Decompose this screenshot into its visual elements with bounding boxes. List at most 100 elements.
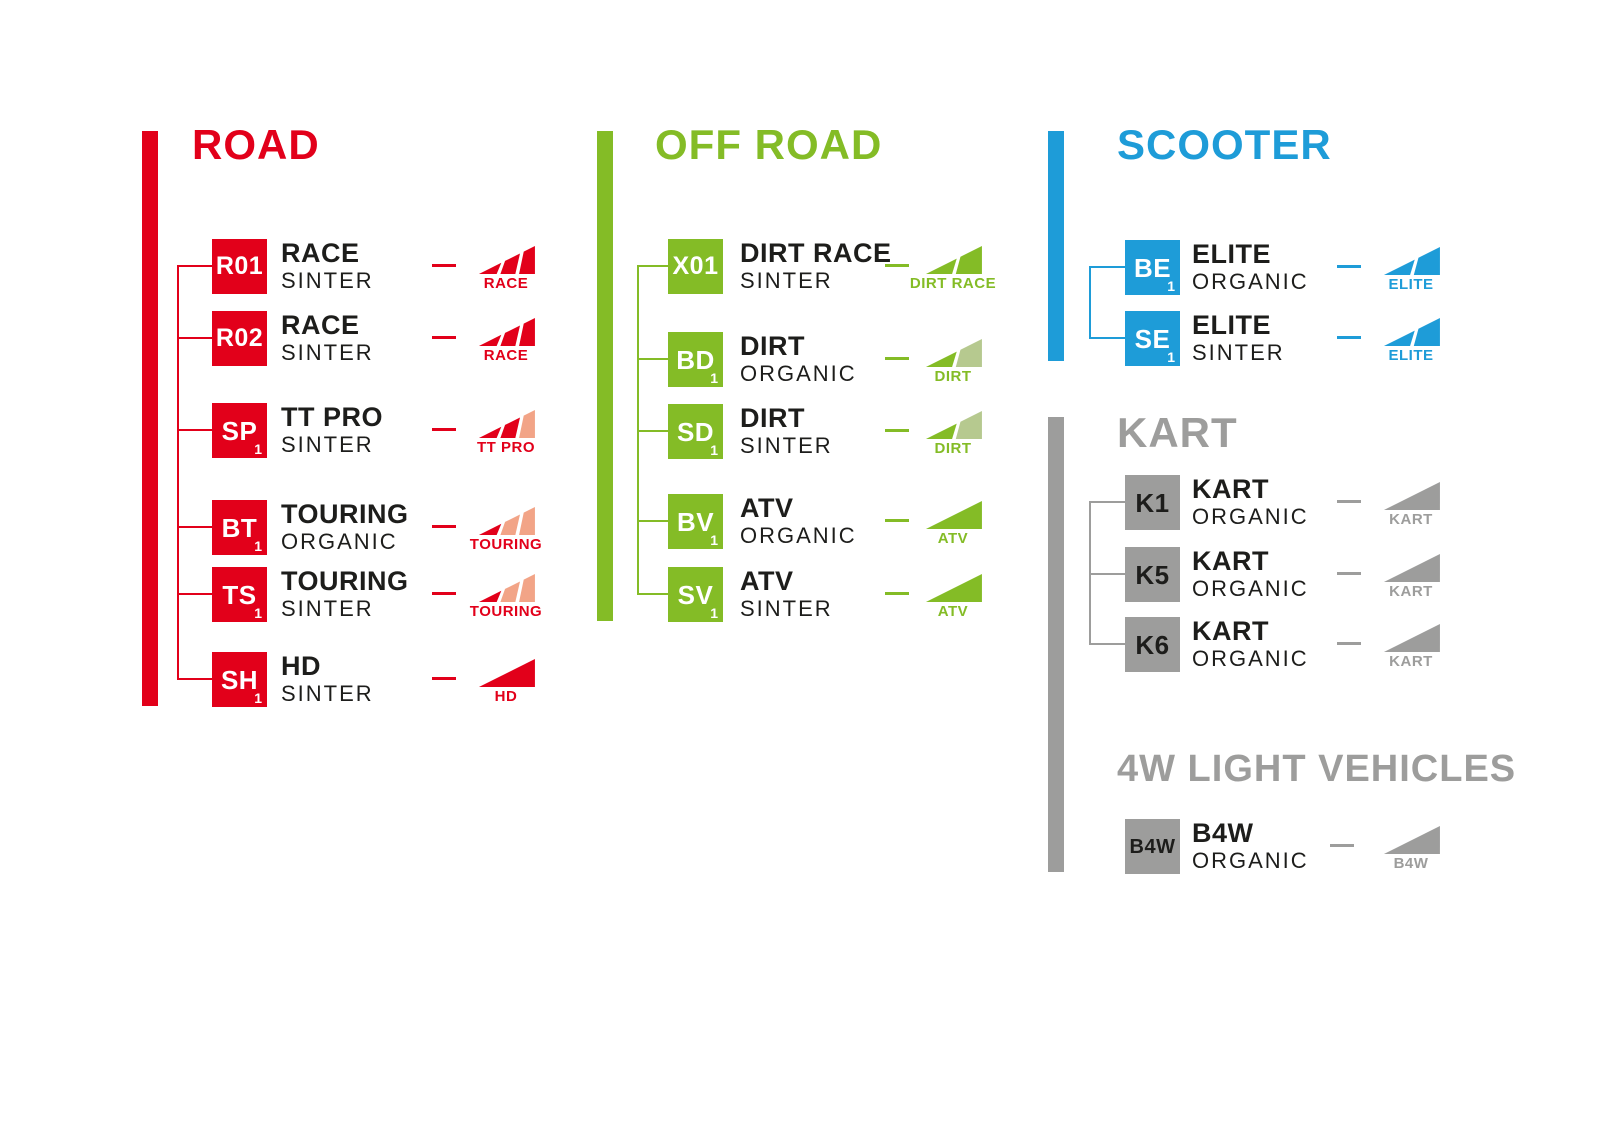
section-title-road: ROAD — [192, 121, 320, 168]
performance-meter-icon — [925, 339, 982, 367]
product-name: B4W — [1192, 817, 1254, 848]
product-code-box: BV 1 — [668, 494, 723, 549]
meter-segment — [925, 351, 957, 367]
tree-connector — [1089, 501, 1091, 645]
product-code-subscript: 1 — [710, 605, 718, 621]
row-dash-line — [1337, 265, 1361, 268]
row-dash-line — [1337, 500, 1361, 503]
product-code: B4W — [1129, 835, 1176, 858]
performance-meter-label: ATV — [937, 603, 969, 620]
product-code-subscript: 1 — [710, 532, 718, 548]
product-name-block: ELITE SINTER — [1192, 310, 1285, 365]
performance-meter-label: TOURING — [469, 603, 543, 620]
performance-meter-icon — [1383, 318, 1440, 346]
product-compound: ORGANIC — [1192, 847, 1309, 873]
performance-meter-label: TT PRO — [477, 439, 535, 456]
meter-segment — [500, 325, 520, 346]
tree-branch-line — [177, 337, 212, 339]
product-code-subscript: 1 — [710, 442, 718, 458]
tree-connector — [177, 265, 179, 680]
tree-branch-line — [177, 678, 212, 680]
tree-branch-line — [637, 265, 668, 267]
performance-meter-label: RACE — [483, 275, 529, 292]
meter-segment — [1413, 318, 1440, 346]
product-code: BT — [221, 512, 258, 543]
product-name: ATV — [740, 565, 794, 596]
meter-segment — [519, 410, 535, 438]
section-title-kart: KART — [1117, 409, 1238, 456]
performance-meter-label: DIRT — [934, 368, 972, 385]
tree-branch-line — [1089, 266, 1125, 268]
performance-meter-label: HD — [494, 688, 518, 705]
product-code: SD — [676, 416, 715, 447]
row-dash-line — [1337, 572, 1361, 575]
product-code: SV — [677, 579, 714, 610]
product-name-block: B4W ORGANIC — [1192, 817, 1309, 873]
performance-meter-icon — [925, 411, 982, 439]
product-code: R01 — [215, 252, 264, 280]
meter-segment — [955, 339, 982, 367]
performance-meter-icon — [478, 318, 535, 346]
product-code-box: X01 — [668, 239, 723, 294]
meter-segment — [955, 246, 982, 274]
product-name: HD — [281, 650, 321, 681]
section-bar-road — [142, 131, 158, 706]
product-code-box: K5 — [1125, 547, 1180, 602]
tree-branch-line — [1089, 337, 1125, 339]
meter-segment — [478, 262, 502, 274]
tree-branch-line — [1089, 643, 1125, 645]
section-title-lv4w: 4W LIGHT VEHICLES — [1117, 748, 1517, 790]
product-name: TOURING — [281, 565, 409, 596]
product-code: BE — [1133, 252, 1172, 283]
meter-segment — [478, 659, 535, 687]
tree-connector — [637, 265, 639, 595]
meter-segment — [519, 574, 535, 602]
product-code: SP — [221, 415, 258, 446]
product-code-box: K1 — [1125, 475, 1180, 530]
meter-segment — [1383, 330, 1415, 346]
product-code-box: TS 1 — [212, 567, 267, 622]
row-dash-line — [1330, 844, 1354, 847]
row-dash-line — [885, 592, 909, 595]
product-name: KART — [1192, 473, 1269, 504]
row-dash-line — [885, 519, 909, 522]
meter-segment — [925, 574, 982, 602]
performance-meter: HD — [475, 659, 537, 704]
meter-segment — [1383, 624, 1440, 652]
product-compound: SINTER — [281, 595, 374, 621]
meter-segment — [1383, 826, 1440, 854]
product-name-block: KART ORGANIC — [1192, 473, 1309, 529]
performance-meter-icon — [478, 659, 535, 687]
performance-meter: RACE — [475, 246, 537, 291]
product-code: K1 — [1135, 487, 1170, 518]
product-name: RACE — [281, 237, 360, 268]
row-dash-line — [432, 428, 456, 431]
meter-segment — [1383, 554, 1440, 582]
product-name-block: DIRT RACE SINTER — [740, 238, 892, 293]
product-compound: ORGANIC — [740, 360, 857, 386]
meter-segment — [500, 417, 520, 438]
tree-branch-line — [177, 429, 212, 431]
product-code: K6 — [1135, 629, 1170, 660]
product-code-box: SP 1 — [212, 403, 267, 458]
performance-meter-label: KART — [1389, 583, 1433, 600]
product-code: K5 — [1135, 559, 1170, 590]
performance-meter: ELITE — [1380, 318, 1442, 363]
product-compound: SINTER — [281, 431, 374, 457]
product-name: ATV — [740, 492, 794, 523]
product-code-box: SH 1 — [212, 652, 267, 707]
performance-meter-icon — [1383, 624, 1440, 652]
performance-meter: KART — [1380, 482, 1442, 527]
performance-meter-icon — [1383, 247, 1440, 275]
product-name-block: TOURING SINTER — [281, 565, 409, 621]
meter-segment — [519, 246, 535, 274]
performance-meter: B4W — [1380, 826, 1442, 871]
performance-meter-icon — [478, 410, 535, 438]
product-name-block: KART ORGANIC — [1192, 616, 1309, 671]
product-code-subscript: 1 — [710, 370, 718, 386]
product-code-box: K6 — [1125, 617, 1180, 672]
meter-segment — [478, 334, 502, 346]
